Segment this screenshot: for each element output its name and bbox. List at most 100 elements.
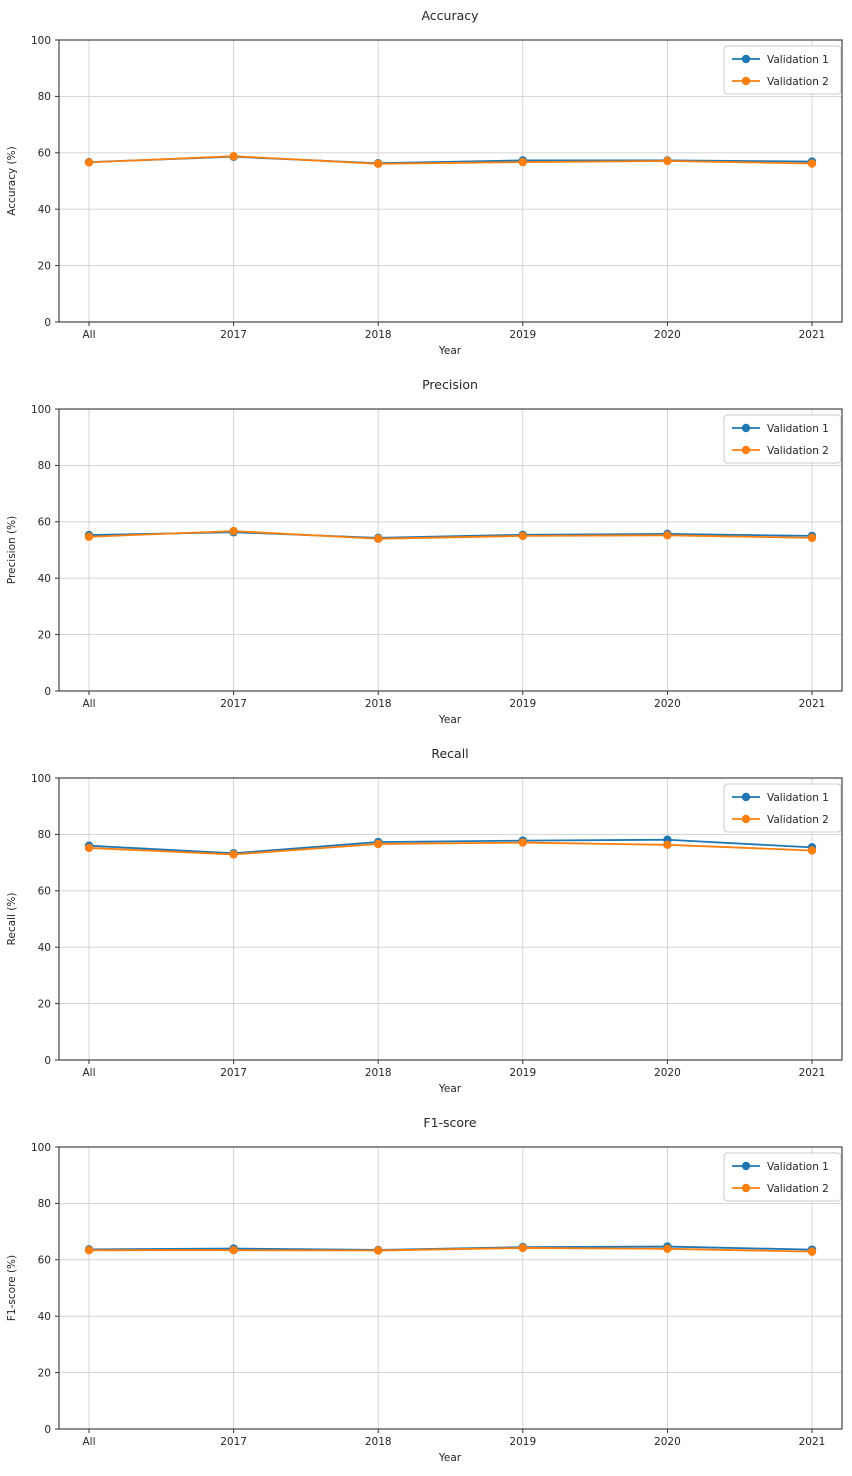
legend: Validation 1 Validation 2 [723, 45, 842, 95]
y-tick-label: 40 [38, 1311, 51, 1323]
data-point-marker [84, 532, 94, 541]
axes-frame [58, 1146, 843, 1430]
chart-f1-score: F1-score F1-score (%) Year 0 20 40 60 80 100 A… [0, 1107, 852, 1476]
legend-label: Validation 2 [767, 76, 829, 88]
data-point-marker [229, 526, 238, 536]
legend-label: Validation 1 [767, 423, 829, 435]
y-tick-label: 80 [38, 1198, 51, 1210]
data-point-marker [807, 846, 817, 855]
y-tick-label: 40 [38, 573, 51, 585]
chart-title: Accuracy [421, 8, 479, 23]
x-tick-label: All [82, 1067, 95, 1079]
y-tick-label: 60 [38, 517, 51, 529]
x-tick-label: 2017 [220, 1067, 247, 1079]
series-validation-1 [84, 528, 817, 543]
y-tick-label: 100 [31, 1142, 51, 1154]
x-tick-label: 2021 [799, 329, 826, 341]
data-point-marker [229, 151, 238, 161]
legend-box [723, 45, 842, 95]
y-tick-label: 0 [44, 317, 51, 329]
x-axis-label: Year [438, 1452, 462, 1464]
y-tick-label: 100 [31, 773, 51, 785]
chart-accuracy: Accuracy Accuracy (%) Year 0 20 40 60 80 100 A… [0, 0, 852, 369]
y-tick-label: 20 [38, 1367, 51, 1379]
axes-frame [58, 777, 843, 1061]
data-point-marker [663, 531, 672, 540]
legend-marker [741, 423, 751, 433]
data-point-marker [807, 1247, 817, 1256]
series-validation-2 [84, 151, 817, 168]
legend-marker [741, 1161, 751, 1171]
x-tick-label: 2019 [509, 1067, 536, 1079]
y-tick-label: 80 [38, 91, 51, 103]
legend-marker [741, 54, 751, 64]
legend-marker [741, 814, 751, 824]
x-axis-label: Year [438, 345, 462, 357]
series-validation-2 [84, 838, 817, 859]
x-tick-labels: All 2017 2018 2019 2020 2021 [82, 691, 825, 710]
y-tick-label: 0 [44, 1055, 51, 1067]
data-point-marker [518, 531, 527, 541]
y-tick-label: 40 [38, 942, 51, 954]
chart-title: Precision [422, 377, 478, 392]
data-point-marker [374, 159, 383, 168]
legend-marker [741, 76, 751, 86]
data-point-marker [807, 159, 817, 168]
x-tick-label: 2020 [654, 698, 681, 710]
y-tick-label: 0 [44, 1424, 51, 1436]
chart-title: F1-score [423, 1115, 477, 1130]
legend-label: Validation 1 [767, 1161, 829, 1173]
y-tick-labels: 0 20 40 60 80 100 [31, 35, 59, 329]
series-validation-1 [84, 1242, 817, 1255]
y-tick-label: 20 [38, 260, 51, 272]
x-tick-labels: All 2017 2018 2019 2020 2021 [82, 1060, 825, 1079]
y-tick-label: 0 [44, 686, 51, 698]
legend-marker [741, 1183, 751, 1193]
legend: Validation 1 Validation 2 [723, 783, 842, 833]
data-point-marker [84, 158, 94, 167]
data-point-marker [518, 838, 527, 847]
y-tick-label: 60 [38, 148, 51, 160]
y-tick-labels: 0 20 40 60 80 100 [31, 1142, 59, 1436]
legend-label: Validation 2 [767, 1183, 829, 1195]
y-tick-label: 80 [38, 460, 51, 472]
data-point-marker [374, 1246, 383, 1255]
data-point-marker [374, 839, 383, 849]
x-tick-label: 2018 [365, 1067, 392, 1079]
x-tick-label: 2018 [365, 1436, 392, 1448]
data-point-marker [229, 850, 238, 859]
data-point-marker [663, 840, 672, 850]
x-tick-label: 2021 [799, 698, 826, 710]
legend-label: Validation 2 [767, 814, 829, 826]
x-tick-label: 2017 [220, 698, 247, 710]
data-point-marker [663, 1244, 672, 1254]
x-tick-label: 2018 [365, 698, 392, 710]
y-axis-label: Recall (%) [6, 893, 18, 946]
chart-title: Recall [431, 746, 468, 761]
x-tick-label: 2018 [365, 329, 392, 341]
legend-label: Validation 2 [767, 445, 829, 457]
legend-box [723, 1152, 842, 1202]
series-validation-1 [84, 152, 817, 168]
y-axis-label: Precision (%) [6, 516, 18, 584]
legend-label: Validation 1 [767, 792, 829, 804]
data-point-marker [84, 843, 94, 853]
x-tick-labels: All 2017 2018 2019 2020 2021 [82, 1429, 825, 1448]
precision-plot-area: Precision Precision (%) Year 0 20 40 60 80 10… [6, 377, 843, 726]
y-tick-label: 80 [38, 829, 51, 841]
x-tick-label: All [82, 698, 95, 710]
legend: Validation 1 Validation 2 [723, 1152, 842, 1202]
x-tick-label: 2019 [509, 1436, 536, 1448]
series-line [88, 155, 813, 165]
chart-recall: Recall Recall (%) Year 0 20 40 60 80 100 All 20… [0, 738, 852, 1107]
x-tick-label: 2019 [509, 698, 536, 710]
data-point-marker [374, 534, 383, 543]
data-point-marker [807, 533, 817, 543]
legend-marker [741, 445, 751, 455]
data-point-marker [663, 156, 672, 166]
accuracy-plot-area: Accuracy Accuracy (%) Year 0 20 40 60 80 100 A… [6, 8, 843, 357]
legend-marker [741, 792, 751, 802]
data-point-marker [518, 1243, 527, 1253]
series-validation-2 [84, 526, 817, 543]
y-tick-labels: 0 20 40 60 80 100 [31, 404, 59, 698]
